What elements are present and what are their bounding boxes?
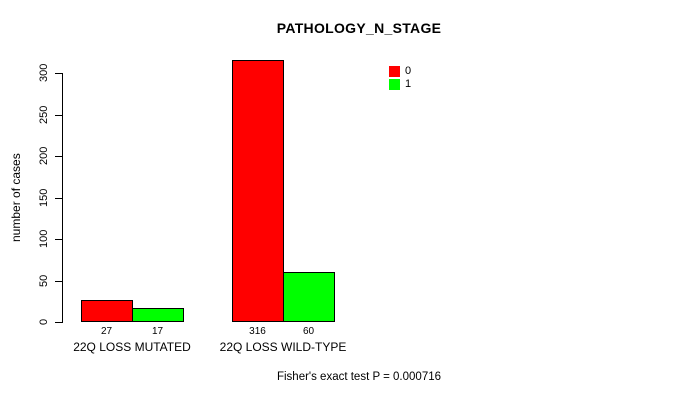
legend-item: 1 (389, 79, 411, 90)
y-axis-tick (55, 322, 62, 323)
legend-item: 0 (389, 66, 411, 77)
y-axis-line (62, 73, 63, 323)
bar-22q-loss-mutated-0 (81, 300, 133, 322)
bar-22q-loss-wild-type-1 (283, 272, 335, 322)
bar-22q-loss-wild-type-0 (232, 60, 284, 322)
y-axis-tick (55, 73, 62, 74)
legend-swatch (389, 79, 400, 90)
bar-value-label: 60 (302, 326, 315, 337)
y-axis-tick (55, 156, 62, 157)
y-axis-tick (55, 115, 62, 116)
footer-stat-text: Fisher's exact test P = 0.000716 (276, 371, 442, 383)
legend-swatch (389, 66, 400, 77)
y-axis-tick (55, 198, 62, 199)
y-axis-tick (55, 281, 62, 282)
legend-label: 0 (405, 65, 412, 77)
x-category-label: 22Q LOSS MUTATED (73, 340, 191, 354)
bar-value-label: 316 (249, 326, 266, 337)
legend-label: 1 (405, 78, 412, 90)
chart-title: PATHOLOGY_N_STAGE (276, 20, 442, 36)
bar-value-label: 27 (100, 326, 113, 337)
bar-22q-loss-mutated-1 (132, 308, 184, 322)
y-axis-tick (55, 239, 62, 240)
y-tick-label: 300 (38, 63, 50, 83)
y-axis-label: number of cases (9, 153, 23, 243)
x-category-label: 22Q LOSS WILD-TYPE (219, 340, 347, 354)
bar-value-label: 17 (151, 326, 164, 337)
